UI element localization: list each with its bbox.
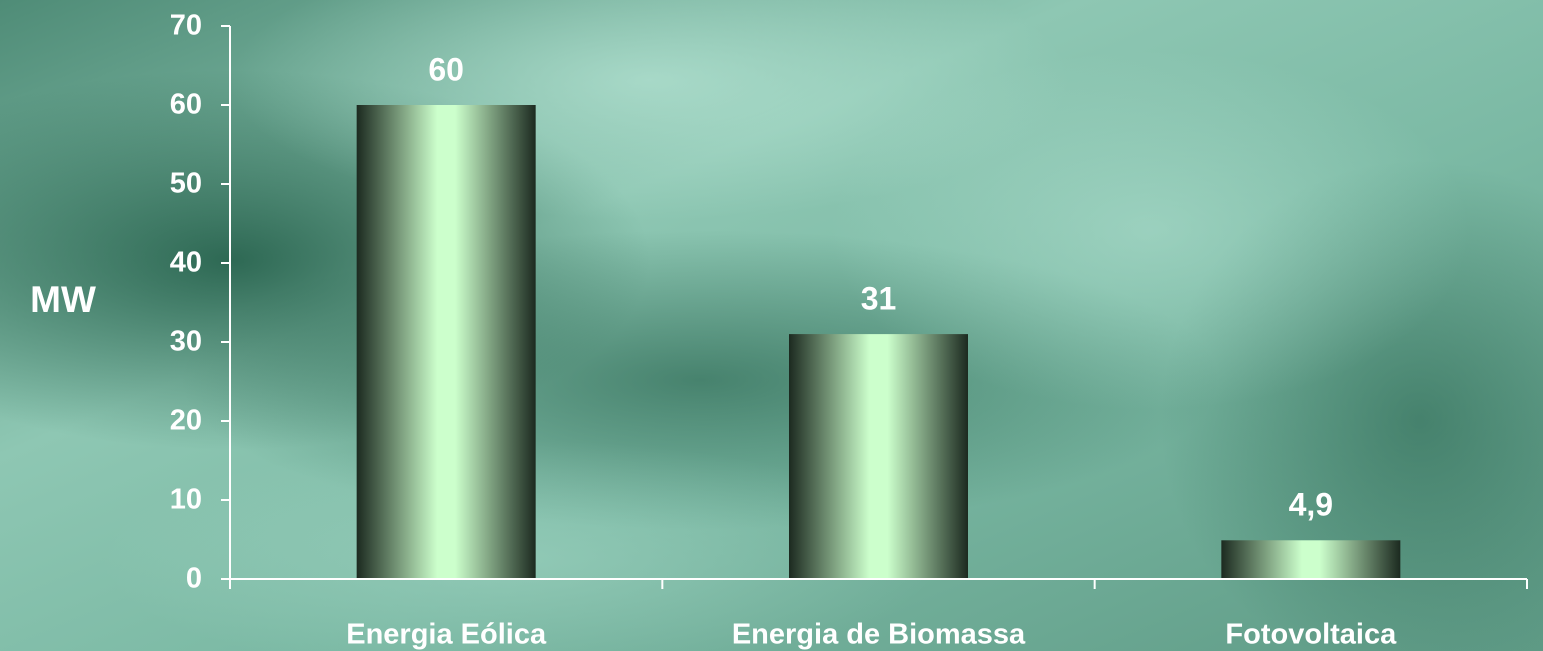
bar xyxy=(1221,540,1401,579)
bar xyxy=(356,105,536,579)
bar xyxy=(789,334,968,579)
data-label: 60 xyxy=(428,51,464,87)
x-category-label: Energia Eólica xyxy=(346,619,547,651)
y-tick-label: 40 xyxy=(170,247,202,279)
y-tick-label: 70 xyxy=(170,10,202,42)
labels-layer: 0 10 20 30 40 50 60 70 60 Energia Eólica 31 Energia… xyxy=(170,10,1397,651)
y-tick-label: 60 xyxy=(170,89,202,121)
data-label: 4,9 xyxy=(1289,487,1333,523)
y-tick-label: 20 xyxy=(170,405,202,437)
y-tick-label: 50 xyxy=(170,168,202,200)
bars-layer xyxy=(356,105,1401,579)
y-tick-label: 0 xyxy=(186,563,202,595)
x-category-label: Fotovoltaica xyxy=(1225,619,1397,651)
y-axis-label: MW xyxy=(30,279,96,320)
y-tick-label: 10 xyxy=(170,484,202,516)
y-tick-label: 30 xyxy=(170,326,202,358)
axes-layer xyxy=(221,25,1528,589)
data-label: 31 xyxy=(861,281,897,317)
x-category-label: Energia de Biomassa xyxy=(732,619,1026,651)
